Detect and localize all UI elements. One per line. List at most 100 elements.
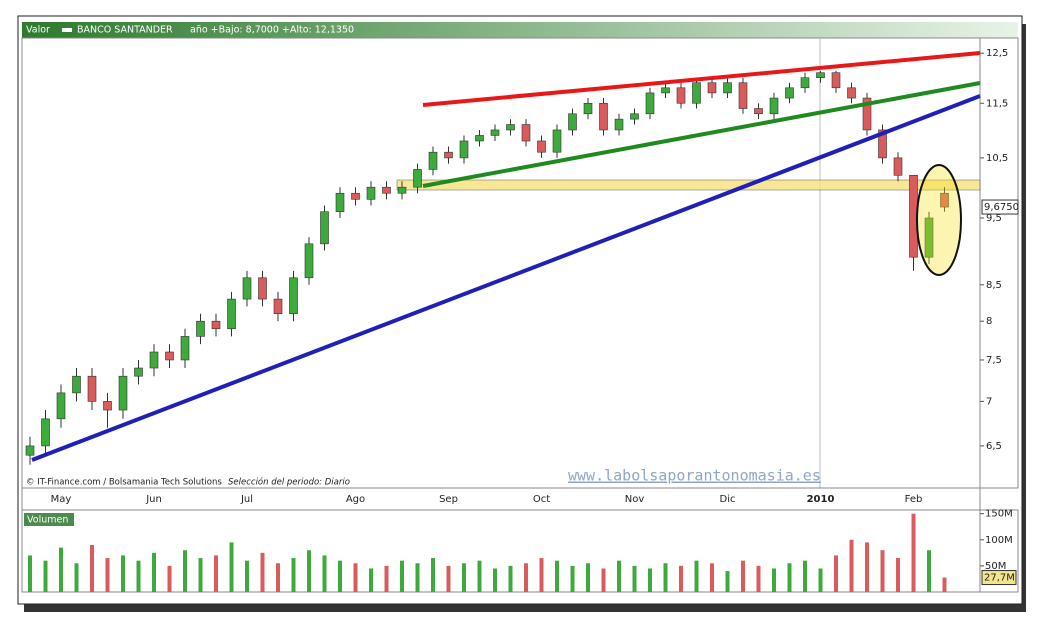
candle-body xyxy=(25,445,35,456)
volume-bar xyxy=(772,568,776,592)
y-tick-label: 10,5 xyxy=(986,153,1008,164)
x-tick-label: 2010 xyxy=(807,494,835,505)
plot-area xyxy=(21,37,981,489)
x-tick-label: Oct xyxy=(533,494,550,505)
volume-bar xyxy=(446,565,451,592)
volume-bar xyxy=(911,513,916,592)
y-tick-label: 8,5 xyxy=(986,280,1002,291)
candle-body xyxy=(41,418,50,447)
volume-bar xyxy=(59,547,63,592)
x-tick-label: May xyxy=(51,494,72,505)
candle-body xyxy=(707,82,717,94)
candle-body xyxy=(893,157,903,176)
volume-bar xyxy=(741,560,745,592)
volume-bar xyxy=(849,539,854,592)
candle-body xyxy=(583,102,593,115)
candle-body xyxy=(661,87,670,94)
x-tick-label: Nov xyxy=(625,494,645,505)
volume-bar xyxy=(942,577,947,592)
candle-body xyxy=(289,277,298,315)
candle-body xyxy=(180,336,190,361)
volume-bar xyxy=(431,558,435,592)
x-tick-label: Ago xyxy=(346,494,365,505)
candle-body xyxy=(475,135,484,142)
volume-title: Volumen xyxy=(27,515,68,526)
y-tick-label: 9,5 xyxy=(986,213,1002,224)
volume-bar xyxy=(524,563,528,592)
volume-bar xyxy=(74,563,79,592)
y-tick-label: 12,5 xyxy=(986,48,1008,59)
last-price-box xyxy=(981,199,1019,215)
volume-bar xyxy=(787,563,792,592)
candle-body xyxy=(506,124,515,131)
candle-body xyxy=(72,375,81,394)
candle-body xyxy=(754,108,763,115)
candle-body xyxy=(118,375,128,411)
header-bar xyxy=(22,22,1018,38)
volume-bar xyxy=(679,565,683,592)
candle-body xyxy=(924,217,934,258)
candle-body xyxy=(800,77,810,89)
candle-body xyxy=(537,140,546,153)
volume-bar xyxy=(245,560,249,592)
channel-line xyxy=(422,81,981,188)
volume-bar xyxy=(462,563,466,592)
y-tick-label: 150M xyxy=(985,509,1013,520)
volume-bar xyxy=(152,552,156,592)
candle-body xyxy=(692,82,701,104)
y-tick-label: 100M xyxy=(985,535,1013,546)
volume-bar xyxy=(756,565,761,592)
candle-body xyxy=(149,351,159,369)
volume-bar xyxy=(276,563,280,592)
candle-body xyxy=(304,243,314,279)
last-volume-label: 27,7M xyxy=(984,573,1015,584)
candle-body xyxy=(645,92,655,115)
candle-body xyxy=(490,129,500,136)
x-tick-label: Jun xyxy=(145,494,162,505)
candle-body xyxy=(940,192,949,208)
resistance-line xyxy=(422,51,981,107)
candle-body xyxy=(382,186,391,194)
volume-bar xyxy=(880,550,885,592)
volume-bar xyxy=(865,542,869,592)
candle-body xyxy=(242,277,252,300)
volume-bar xyxy=(384,565,389,592)
candle-body xyxy=(878,129,887,159)
volume-bar xyxy=(663,563,668,592)
volume-bar xyxy=(369,568,373,592)
volume-bar xyxy=(105,558,110,592)
candle-body xyxy=(196,320,205,337)
y-tick-label: 7,5 xyxy=(986,355,1002,366)
volume-bar xyxy=(570,565,575,592)
candle-body xyxy=(211,320,221,330)
volume-bar xyxy=(601,568,606,592)
x-tick-label: Feb xyxy=(905,494,923,505)
volume-title-box xyxy=(24,513,74,526)
candle-body xyxy=(785,87,794,99)
legend-swatch xyxy=(62,28,72,32)
last-volume-box xyxy=(981,570,1017,586)
volume-bar xyxy=(260,552,265,592)
volume-bar xyxy=(229,542,234,592)
volume-bar xyxy=(353,563,358,592)
volume-bar xyxy=(818,568,823,592)
candle-body xyxy=(351,192,360,200)
volume-bar xyxy=(617,560,621,592)
candle-body xyxy=(320,211,329,245)
header-symbol: BANCO SANTANDER xyxy=(77,25,173,36)
candle-body xyxy=(103,401,112,411)
highlight-ellipse xyxy=(916,164,962,276)
candle-body xyxy=(676,87,686,104)
volume-bar xyxy=(338,560,342,592)
volume-bar xyxy=(322,555,327,592)
candle-body xyxy=(568,113,577,131)
volume-bar xyxy=(803,560,807,592)
header-label: Valor xyxy=(26,25,50,36)
candle-body xyxy=(258,277,267,300)
volume-bar xyxy=(927,550,931,592)
candle-body xyxy=(413,169,422,188)
volume-bar xyxy=(555,560,559,592)
support-band xyxy=(396,179,981,191)
volume-bar xyxy=(694,560,699,592)
